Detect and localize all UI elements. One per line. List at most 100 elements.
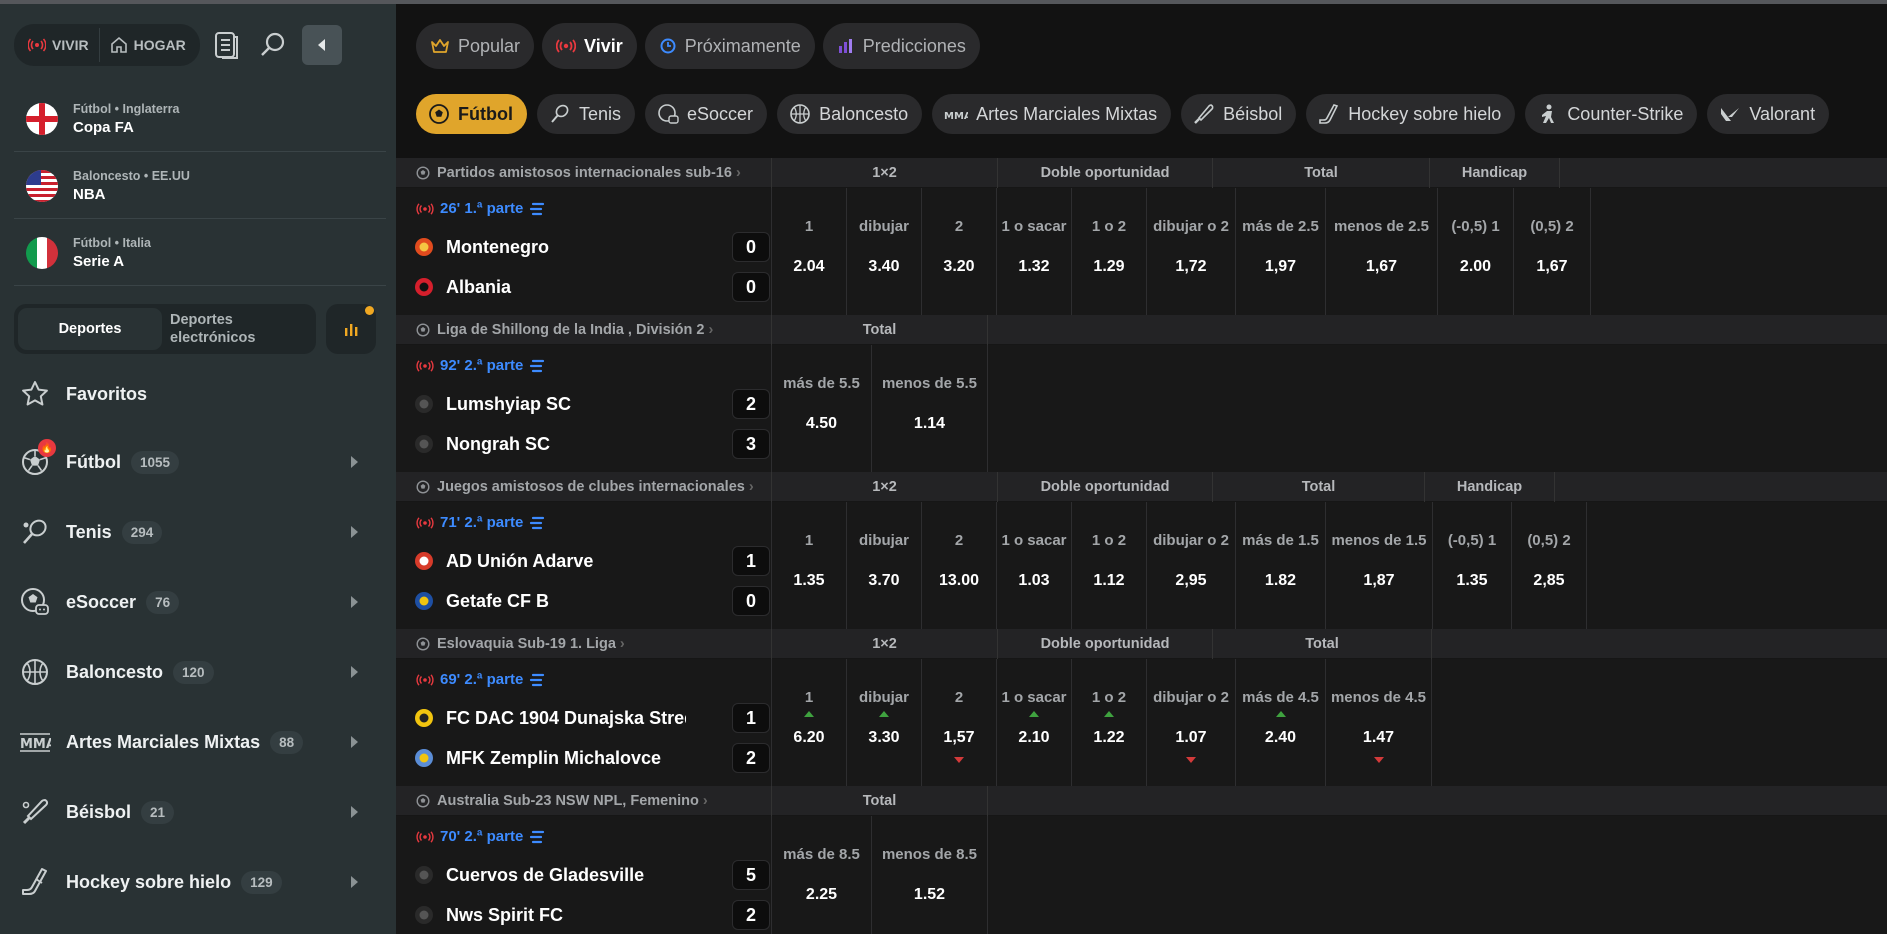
team-logo-icon (415, 435, 433, 453)
odds-cell[interactable]: 1 o sacar 1.32 (996, 188, 1071, 315)
odds-cell[interactable]: 1 o 2 1.22 (1071, 659, 1146, 786)
sidebar-item-hockey[interactable]: Hockey sobre hielo 129 (18, 857, 378, 907)
sport-chip-mma[interactable]: MMA Artes Marciales Mixtas (932, 94, 1172, 134)
sidebar-item-favoritos[interactable]: Favoritos (18, 369, 378, 419)
predictions-chart-icon (838, 39, 852, 53)
favorite-league-nba[interactable]: Baloncesto • EE.UU NBA (14, 153, 386, 219)
sidebar-item-label: Tenis (66, 521, 112, 542)
odds-cell[interactable]: dibujar o 2 1.07 (1146, 659, 1235, 786)
bar-chart-icon (345, 324, 358, 336)
mode-esports-button[interactable]: Deportes electrónicos (170, 312, 256, 346)
sidebar-item-mma[interactable]: MMA Artes Marciales Mixtas 88 (18, 717, 378, 767)
favorite-league-serie-a[interactable]: Fútbol • Italia Serie A (14, 220, 386, 286)
tab-popular[interactable]: Popular (416, 23, 535, 69)
odds-value: 2,95 (1175, 572, 1207, 589)
sidebar-item-baloncesto[interactable]: Baloncesto 120 (18, 647, 378, 697)
sport-chip-valorant[interactable]: Valorant (1707, 94, 1830, 134)
odds-cell[interactable]: menos de 1.5 1,87 (1325, 502, 1432, 629)
team-row[interactable]: FC DAC 1904 Dunajska Streda 1 (414, 703, 770, 733)
team-row[interactable]: Montenegro 0 (414, 232, 770, 262)
odds-cell[interactable]: (-0,5) 1 1.35 (1432, 502, 1511, 629)
odds-end-line (1590, 188, 1591, 315)
sidebar-item-tenis[interactable]: Tenis 294 (18, 507, 378, 557)
league-header: Eslovaquia Sub-19 1. Liga › 1×2 Doble opor… (396, 629, 1887, 659)
odds-cell[interactable]: menos de 5.5 1.14 (871, 345, 987, 472)
odds-label: (0,5) 2 (1527, 532, 1571, 549)
sport-chip-hockey[interactable]: Hockey sobre hielo (1306, 94, 1516, 134)
search-button[interactable] (254, 26, 292, 64)
sidebar-item-beisbol[interactable]: Béisbol 21 (18, 787, 378, 837)
favorite-league-copa-fa[interactable]: Fútbol • Inglaterra Copa FA (14, 86, 386, 152)
baseball-bat-icon (22, 798, 49, 825)
odds-cell[interactable]: más de 8.5 2.25 (771, 816, 871, 934)
collapse-sidebar-button[interactable] (301, 25, 342, 65)
league-name[interactable]: Eslovaquia Sub-19 1. Liga › (416, 629, 772, 659)
team-row[interactable]: AD Unión Adarve 1 (414, 546, 770, 576)
odds-end-line (987, 345, 988, 472)
betslip-button[interactable] (208, 26, 246, 64)
odds-cell[interactable]: dibujar 3.70 (846, 502, 921, 629)
odds-cell[interactable]: 1 o 2 1.29 (1071, 188, 1146, 315)
sport-chip-futbol[interactable]: Fútbol (416, 94, 527, 134)
match-time: 92' 2.ª parte (416, 357, 545, 374)
odds-cell[interactable]: menos de 2.5 1,67 (1325, 188, 1437, 315)
odds-label: 1 o sacar (1001, 532, 1067, 549)
tab-predictions[interactable]: Predicciones (822, 23, 980, 69)
odds-cell[interactable]: menos de 4.5 1.47 (1325, 659, 1431, 786)
sport-chip-tenis[interactable]: Tenis (536, 94, 636, 134)
odds-cell[interactable]: (-0,5) 1 2.00 (1437, 188, 1513, 315)
team-row[interactable]: Albania 0 (414, 272, 770, 302)
odds-cell[interactable]: dibujar 3.30 (846, 659, 921, 786)
odds-cell[interactable]: 2 3.20 (921, 188, 996, 315)
home-button[interactable]: HOGAR (98, 28, 196, 62)
odds-cell[interactable]: dibujar 3.40 (846, 188, 921, 315)
tab-upcoming[interactable]: Próximamente (644, 23, 815, 69)
sidebar-item-futbol[interactable]: 🔥 Fútbol 1055 (18, 437, 378, 487)
odds-down-arrow-icon (1373, 757, 1384, 763)
sidebar: VIVIR HOGAR Fútbol • Inglaterra Copa FA B… (0, 4, 396, 934)
odds-cell[interactable]: menos de 8.5 1.52 (871, 816, 987, 934)
odds-cell[interactable]: 1 2.04 (771, 188, 846, 315)
odds-cell[interactable]: 2 13.00 (921, 502, 996, 629)
sport-chip-counter-strike[interactable]: Counter-Strike (1525, 94, 1698, 134)
league-name-text: Eslovaquia Sub-19 1. Liga (437, 636, 616, 652)
odds-cell[interactable]: más de 4.5 2.40 (1235, 659, 1325, 786)
odds-cell[interactable]: más de 2.5 1,97 (1235, 188, 1325, 315)
odds-cell[interactable]: 1 o sacar 1.03 (996, 502, 1071, 629)
odds-label: dibujar (858, 689, 909, 706)
live-button[interactable]: VIVIR (18, 28, 99, 62)
odds-cell[interactable]: (0,5) 2 1,67 (1513, 188, 1590, 315)
tab-live[interactable]: Vivir (542, 23, 637, 69)
odds-cell[interactable]: 1 1.35 (771, 502, 846, 629)
odds-cell[interactable]: 1 6.20 (771, 659, 846, 786)
odds-cell[interactable]: más de 1.5 1.82 (1235, 502, 1325, 629)
odds-cell[interactable]: dibujar o 2 2,95 (1146, 502, 1235, 629)
team-row[interactable]: Lumshyiap SC 2 (414, 389, 770, 419)
stats-button[interactable] (326, 304, 376, 354)
odds-cell[interactable]: más de 5.5 4.50 (771, 345, 871, 472)
team-row[interactable]: Cuervos de Gladesville 5 (414, 860, 770, 890)
odds-cell[interactable]: 1 o 2 1.12 (1071, 502, 1146, 629)
soccer-ball-icon (22, 449, 48, 475)
sport-chip-beisbol[interactable]: Béisbol (1181, 94, 1297, 134)
league-name[interactable]: Partidos amistosos internacionales sub-1… (416, 158, 772, 188)
sport-chip-baloncesto[interactable]: Baloncesto (777, 94, 923, 134)
odds-cell[interactable]: 1 o sacar 2.10 (996, 659, 1071, 786)
team-row[interactable]: Getafe CF B 0 (414, 586, 770, 616)
league-name[interactable]: Juegos amistosos de clubes internacional… (416, 472, 772, 502)
league-name[interactable]: Liga de Shillong de la India , División … (416, 315, 772, 345)
team-row[interactable]: Nongrah SC 3 (414, 429, 770, 459)
sport-chip-esoccer[interactable]: eSoccer (645, 94, 768, 134)
odds-cell[interactable]: dibujar o 2 1,72 (1146, 188, 1235, 315)
odds-up-arrow-icon (1104, 711, 1114, 717)
header-end-line (1559, 158, 1560, 188)
mma-icon: MMA (944, 111, 968, 122)
search-icon (260, 32, 284, 56)
odds-cell[interactable]: 2 1,57 (921, 659, 996, 786)
team-row[interactable]: MFK Zemplin Michalovce 2 (414, 743, 770, 773)
league-name[interactable]: Australia Sub-23 NSW NPL, Femenino › (416, 786, 772, 816)
sidebar-item-esoccer[interactable]: eSoccer 76 (18, 577, 378, 627)
mode-sports-button[interactable]: Deportes (18, 308, 162, 350)
team-row[interactable]: Nws Spirit FC 2 (414, 900, 770, 930)
odds-cell[interactable]: (0,5) 2 2,85 (1511, 502, 1586, 629)
